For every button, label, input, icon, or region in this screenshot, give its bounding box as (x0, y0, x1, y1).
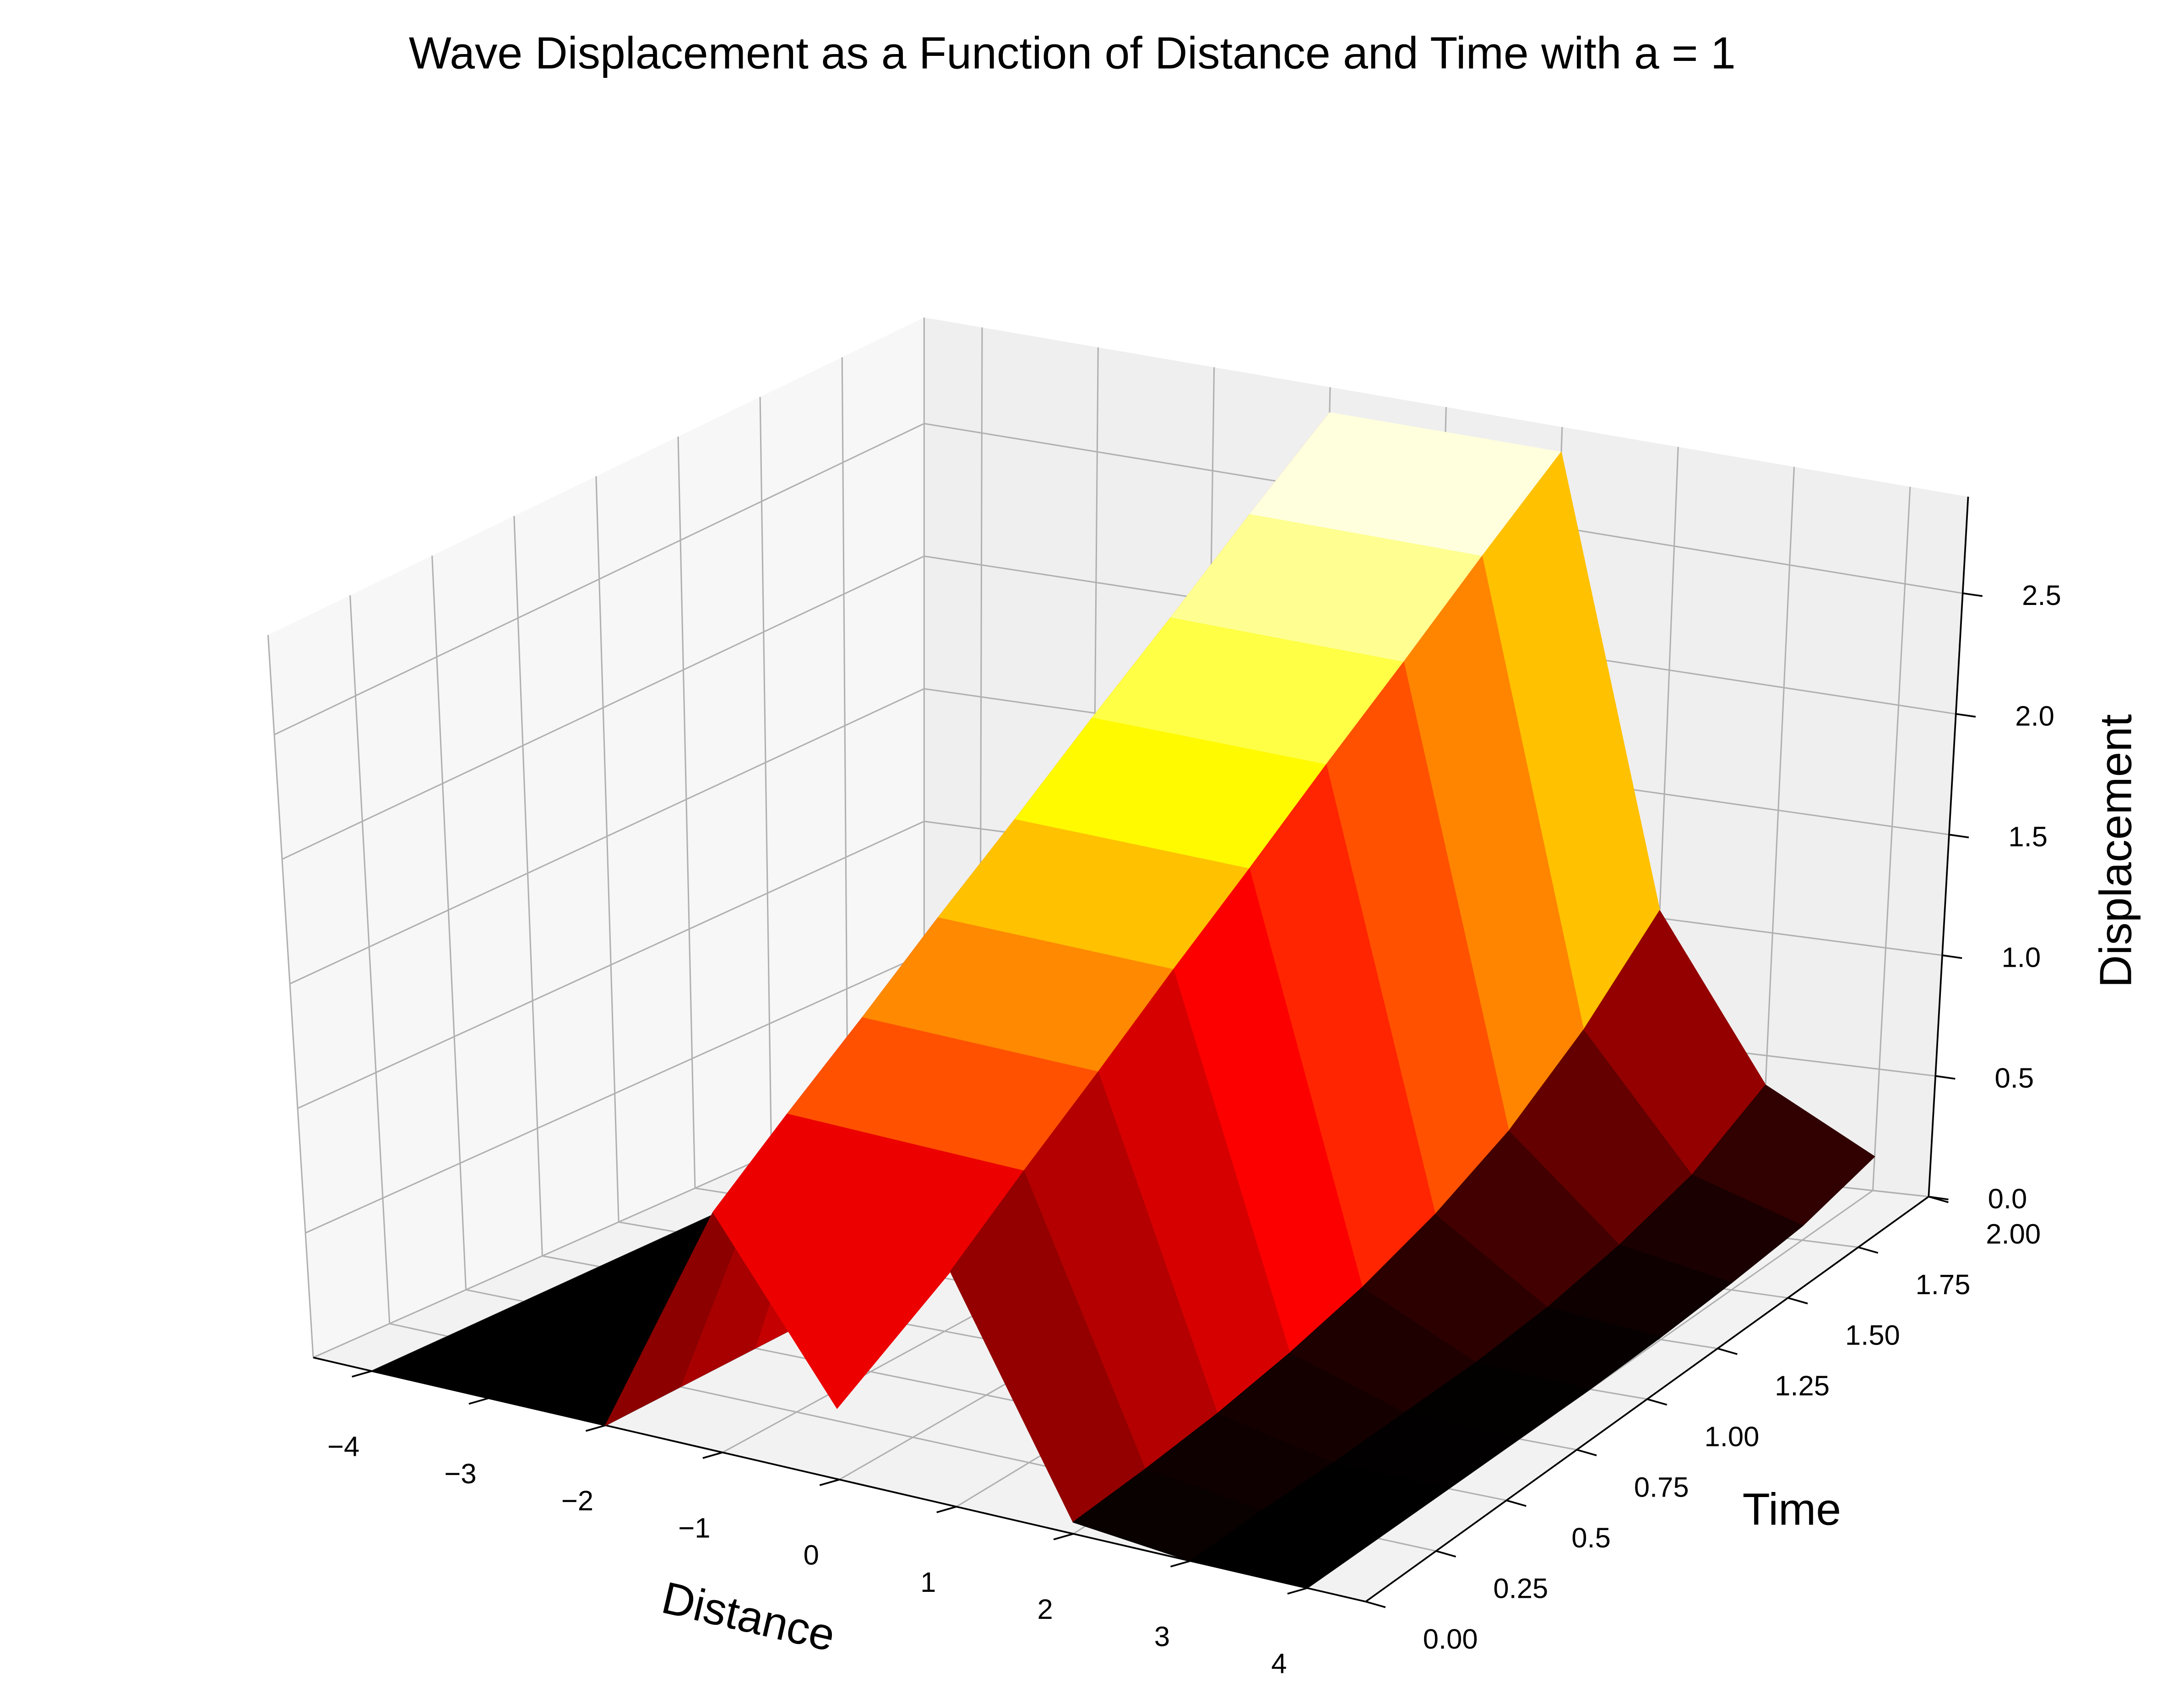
y-tick-label: 1.25 (1775, 1370, 1830, 1402)
grid-line (431, 555, 467, 1290)
x-tick-label: 0 (804, 1540, 819, 1571)
y-tick-label: 0.5 (1571, 1522, 1611, 1554)
z-tick (1949, 833, 1969, 839)
grid-line (297, 821, 924, 1109)
x-tick (819, 1479, 840, 1486)
x-tick (936, 1506, 957, 1514)
z-tick (1942, 954, 1962, 959)
chart-title: Wave Displacement as a Function of Dista… (409, 27, 1736, 78)
z-tick-label: 0.0 (1988, 1183, 2027, 1215)
grid-line (305, 953, 924, 1234)
x-tick-label: −2 (561, 1485, 593, 1517)
x-tick (1170, 1560, 1191, 1568)
x-tick-label: −3 (444, 1458, 476, 1490)
y-tick (1506, 1499, 1527, 1507)
y-tick-label: 0.75 (1634, 1471, 1689, 1503)
y-tick (1576, 1449, 1597, 1456)
z-tick (1929, 1196, 1949, 1201)
x-tick-label: 2 (1037, 1594, 1053, 1625)
grid-line (274, 423, 924, 735)
y-tick-label: 0.00 (1423, 1623, 1478, 1655)
y-tick (1647, 1398, 1668, 1406)
z-tick (1962, 592, 1983, 597)
grid-line (759, 397, 772, 1154)
y-tick-label: 1.50 (1845, 1320, 1900, 1351)
grid-line (289, 688, 924, 985)
y-tick (1365, 1601, 1386, 1608)
y-axis-line (1365, 1196, 1929, 1602)
grid-line (282, 555, 924, 860)
x-tick (702, 1451, 723, 1459)
grid-line (595, 476, 619, 1222)
y-tick-label: 1.00 (1704, 1421, 1759, 1453)
y-tick-label: 2.00 (1986, 1219, 2041, 1250)
grid-line (677, 436, 696, 1188)
grid-line (1760, 467, 1795, 1179)
z-tick-label: 1.0 (2001, 942, 2041, 974)
x-tick (1287, 1587, 1308, 1595)
y-tick (1717, 1347, 1738, 1355)
z-tick-label: 0.5 (1995, 1062, 2034, 1094)
x-tick-label: 3 (1154, 1621, 1170, 1652)
z-tick-label: 2.0 (2015, 700, 2054, 732)
z-tick (1935, 1075, 1956, 1080)
x-tick (468, 1397, 489, 1405)
x-tick-label: 4 (1271, 1648, 1287, 1680)
left-pane (268, 317, 924, 1358)
x-tick (352, 1370, 372, 1378)
grid-line (513, 516, 543, 1256)
grid-line (349, 595, 391, 1324)
z-tick-label: 2.5 (2022, 580, 2061, 611)
y-axis-title: Time (1743, 1484, 1841, 1534)
x-tick (585, 1424, 606, 1432)
x-tick (1053, 1533, 1074, 1541)
y-tick-label: 0.25 (1493, 1573, 1548, 1604)
y-tick (1858, 1246, 1879, 1254)
y-tick (1435, 1550, 1456, 1557)
y-tick-label: 1.75 (1916, 1269, 1971, 1301)
grid-line (841, 357, 849, 1121)
z-tick (1956, 713, 1976, 718)
grid-line (1872, 486, 1911, 1191)
x-tick-label: −1 (678, 1512, 710, 1544)
grid-line (267, 635, 314, 1358)
z-tick-label: 1.5 (2008, 821, 2048, 853)
z-axis-line (1928, 496, 1969, 1197)
y-tick (1787, 1297, 1808, 1305)
z-axis-title: Displacement (2090, 714, 2141, 987)
x-tick-label: 1 (920, 1567, 936, 1598)
x-tick-label: −4 (327, 1431, 359, 1463)
surface-patch (1190, 1510, 1379, 1589)
